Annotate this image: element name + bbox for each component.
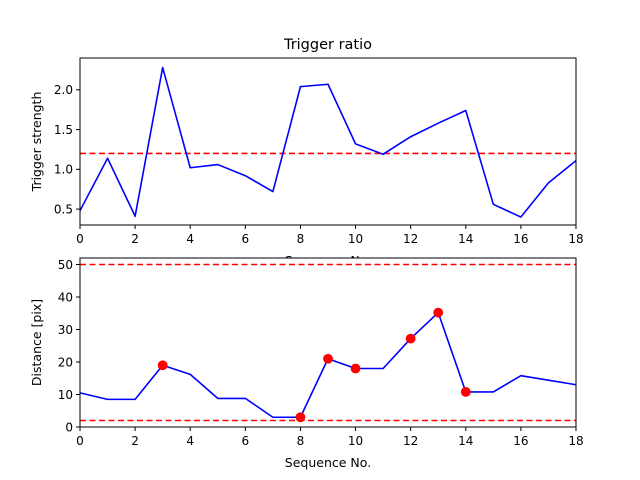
y-tick-label: 1.0 xyxy=(54,163,73,177)
y-tick-label: 0 xyxy=(65,420,73,434)
x-tick-label: 0 xyxy=(76,232,84,246)
y-axis-label: Distance [pix] xyxy=(29,299,44,386)
x-axis-label-2: Sequence No. xyxy=(285,455,371,470)
x-tick-label: 4 xyxy=(186,232,194,246)
x-tick-label: 10 xyxy=(348,232,363,246)
x-tick-label: 18 xyxy=(568,434,583,448)
y-tick-label: 30 xyxy=(58,323,73,337)
x-tick-label: 0 xyxy=(76,434,84,448)
x-tick-label: 14 xyxy=(458,434,473,448)
x-tick-label: 2 xyxy=(131,434,139,448)
y-tick-label: 1.5 xyxy=(54,123,73,137)
x-tick-label: 14 xyxy=(458,232,473,246)
x-tick-label: 10 xyxy=(348,434,363,448)
highlight-point xyxy=(405,333,416,344)
x-tick-label: 18 xyxy=(568,232,583,246)
x-tick-label: 12 xyxy=(403,232,418,246)
highlight-point xyxy=(350,363,361,374)
series-line-1 xyxy=(79,66,577,218)
x-tick-label: 16 xyxy=(513,434,528,448)
y-tick-label: 40 xyxy=(58,290,73,304)
x-tick-label: 6 xyxy=(242,434,250,448)
x-tick-label: 4 xyxy=(186,434,194,448)
x-tick-label: 12 xyxy=(403,434,418,448)
chart-2: 0 2 4 6 8 10 12 14 16 18 0 10 20 30 40 50 Distance [pix] xyxy=(29,257,584,448)
axes-frame xyxy=(79,57,577,226)
y-tick-label: 0.5 xyxy=(54,202,73,216)
x-tick-label: 8 xyxy=(297,434,305,448)
y-tick-label: 50 xyxy=(58,258,73,272)
highlight-point xyxy=(157,360,168,371)
highlight-point xyxy=(433,307,444,318)
x-tick-label: 2 xyxy=(131,232,139,246)
highlight-point xyxy=(460,387,471,397)
x-tick-label: 6 xyxy=(242,232,250,246)
highlight-point xyxy=(295,412,306,423)
chart-1: 0 2 4 6 8 10 12 14 16 18 0.5 1.0 1.5 2.0 Trigger ratio… xyxy=(29,37,584,246)
x-tick-label: 16 xyxy=(513,232,528,246)
x-tick-label: 8 xyxy=(297,232,305,246)
highlight-point xyxy=(323,353,333,364)
y-tick-label: 20 xyxy=(58,355,73,369)
y-axis-label: Trigger strength xyxy=(29,92,44,193)
chart-title: Trigger ratio xyxy=(283,37,372,53)
y-tick-label: 2.0 xyxy=(54,83,73,97)
axes-frame xyxy=(79,257,577,428)
axes-background xyxy=(80,258,576,427)
y-tick-label: 10 xyxy=(58,388,73,402)
